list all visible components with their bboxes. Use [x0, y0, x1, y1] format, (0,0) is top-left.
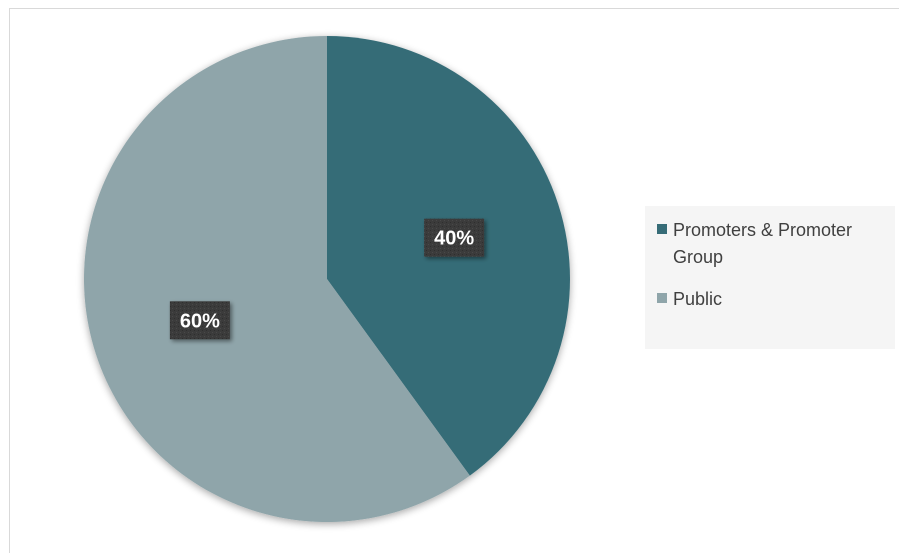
legend-label-promoters: Promoters & Promoter Group: [673, 220, 853, 267]
legend-item-promoters: Promoters & Promoter Group: [657, 217, 893, 271]
legend-swatch-public: [657, 293, 667, 303]
data-label-text-public: 60%: [180, 310, 220, 332]
legend-item-public: Public: [657, 286, 893, 313]
data-label-public: 60%: [169, 301, 230, 340]
data-label-box-promoters-and-promoter-group: [424, 218, 485, 257]
data-label-box-public: [169, 301, 230, 340]
pie-slice-public: [83, 36, 470, 523]
legend-label-public: Public: [673, 289, 723, 309]
chart-area: [9, 8, 899, 553]
data-label-promoters-and-promoter-group: 40%: [424, 218, 485, 257]
legend-swatch-promoters: [657, 224, 667, 234]
legend: Promoters & Promoter Group Public: [645, 206, 895, 349]
data-label-text-promoters-and-promoter-group: 40%: [434, 228, 474, 250]
